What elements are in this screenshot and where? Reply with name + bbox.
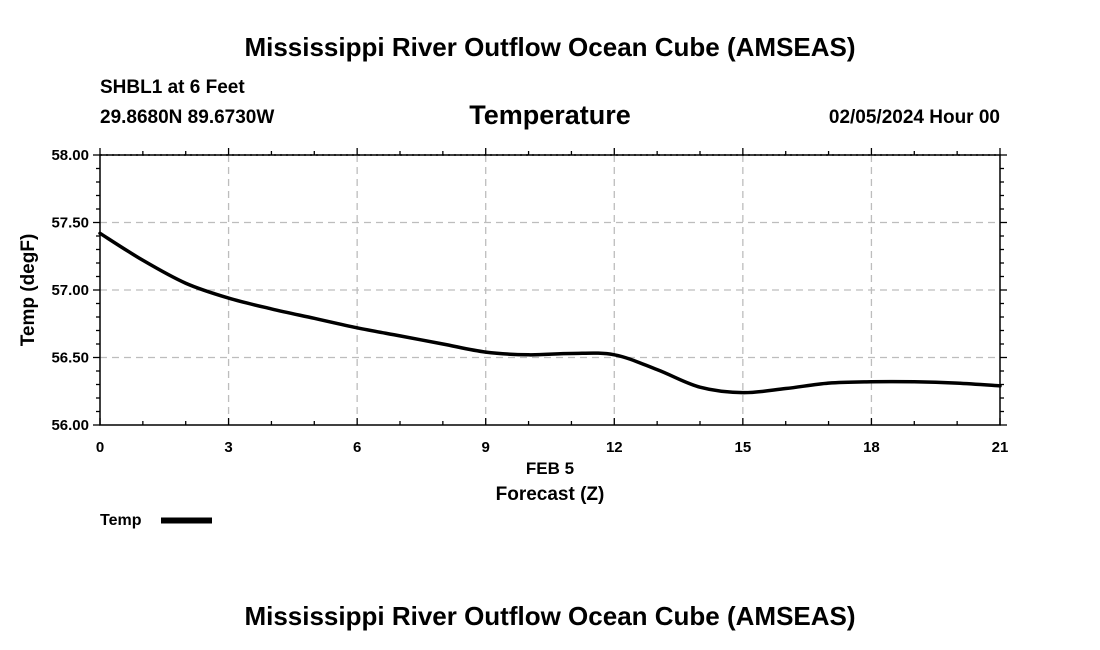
y-tick-label: 58.00 bbox=[51, 147, 89, 164]
chart-title: Temperature bbox=[469, 100, 631, 130]
x-tick-label: 6 bbox=[353, 439, 361, 456]
x-axis-title: Forecast (Z) bbox=[496, 484, 605, 505]
y-tick-label: 57.00 bbox=[51, 282, 89, 299]
y-axis-title: Temp (degF) bbox=[18, 234, 39, 347]
plot-frame bbox=[99, 154, 1001, 426]
x-tick-label: 15 bbox=[735, 439, 752, 456]
date-label: 02/05/2024 Hour 00 bbox=[828, 107, 1000, 128]
y-tick-label: 57.50 bbox=[51, 215, 89, 232]
y-tick-label: 56.00 bbox=[51, 417, 89, 434]
y-tick-label: 56.50 bbox=[51, 350, 89, 367]
footer-title: Mississippi River Outflow Ocean Cube (AM… bbox=[244, 601, 856, 631]
main-title: Mississippi River Outflow Ocean Cube (AM… bbox=[244, 32, 856, 62]
x-tick-label: 18 bbox=[863, 439, 880, 456]
legend-label-temp: Temp bbox=[100, 512, 142, 529]
x-tick-label: 0 bbox=[96, 439, 104, 456]
temp-series-line bbox=[98, 231, 1002, 395]
station-label: SHBL1 at 6 Feet bbox=[100, 77, 245, 98]
x-axis-date-label: FEB 5 bbox=[526, 459, 574, 478]
x-tick-label: 21 bbox=[992, 439, 1009, 456]
x-tick-label: 12 bbox=[606, 439, 623, 456]
x-tick-label: 3 bbox=[224, 439, 232, 456]
label-layer: 0 3 6 9 12 15 18 21 56.00 56.50 57.00 57.50 58.00 bbox=[51, 147, 1008, 456]
x-tick-label: 9 bbox=[482, 439, 490, 456]
coordinates-label: 29.8680N 89.6730W bbox=[100, 107, 275, 128]
grid-layer bbox=[100, 154, 1000, 425]
